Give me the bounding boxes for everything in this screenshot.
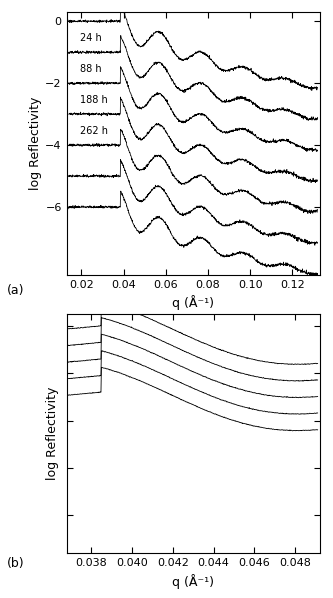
Y-axis label: log Reflectivity: log Reflectivity xyxy=(29,97,43,190)
X-axis label: q (Å⁻¹): q (Å⁻¹) xyxy=(172,573,214,588)
Text: (a): (a) xyxy=(7,284,24,297)
Text: 88 h: 88 h xyxy=(80,64,102,74)
Text: 188 h: 188 h xyxy=(80,95,108,105)
Text: 262 h: 262 h xyxy=(80,126,108,136)
X-axis label: q (Å⁻¹): q (Å⁻¹) xyxy=(172,295,214,310)
Text: 24 h: 24 h xyxy=(80,33,102,43)
Text: (b): (b) xyxy=(7,557,24,570)
Y-axis label: log Reflectivity: log Reflectivity xyxy=(46,387,59,480)
